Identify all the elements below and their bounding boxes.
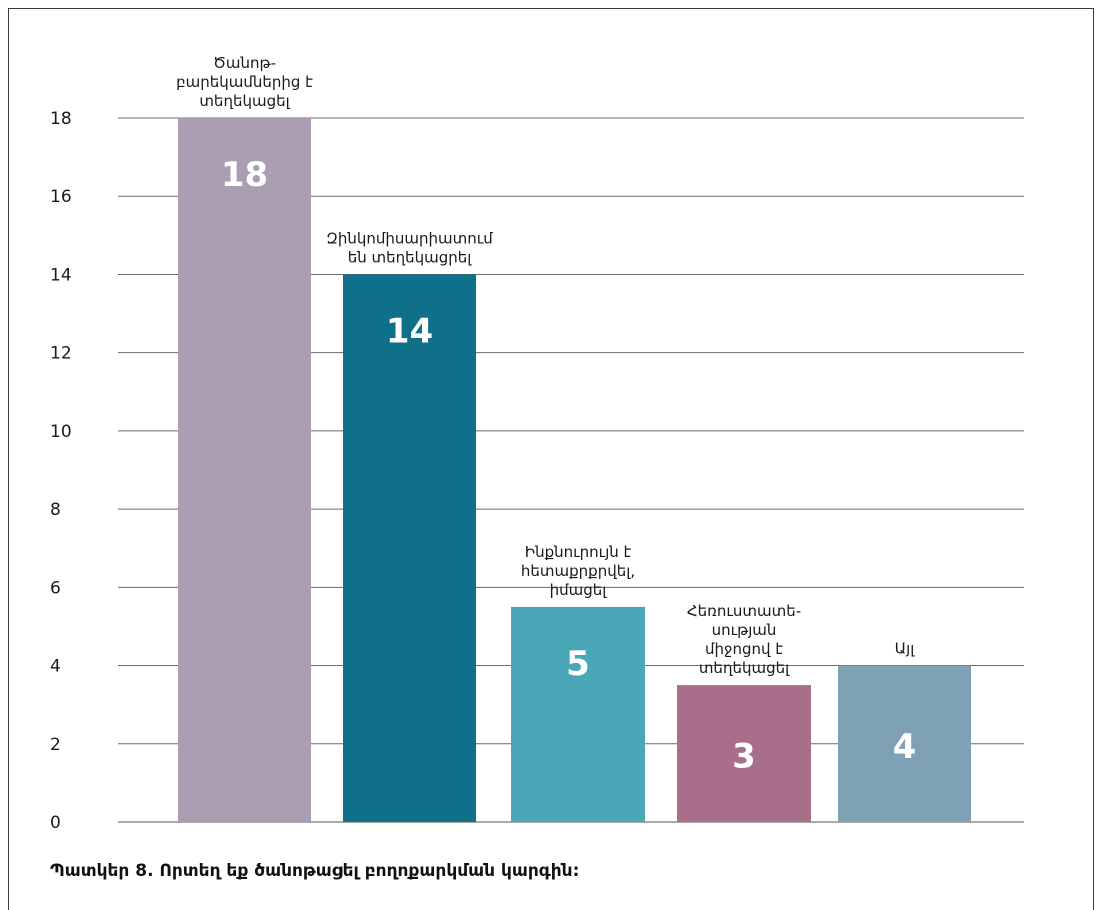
- bar: [343, 274, 476, 822]
- category-label: Այլ: [895, 640, 916, 658]
- category-label: Ինքնուրույն է հետաքրքրվել, իմացել: [521, 543, 635, 599]
- category-label: Ծանոթ-բարեկամներից է տեղեկացել: [176, 54, 313, 110]
- bar: [838, 665, 971, 822]
- bar: [677, 685, 811, 822]
- data-label: 18: [221, 155, 268, 195]
- bars: [178, 118, 971, 822]
- figure-caption: Պատկեր 8. Որտեղ եք ծանոթացել բողոքարկման…: [50, 861, 580, 881]
- y-tick-label: 4: [50, 657, 61, 677]
- data-label: 3: [732, 737, 756, 777]
- bar: [511, 606, 645, 822]
- category-label: Զինկոմիսարիատում են տեղեկացրել: [326, 229, 493, 266]
- y-tick-label: 10: [50, 422, 72, 442]
- data-label: 4: [893, 727, 917, 767]
- y-tick-label: 12: [50, 344, 72, 364]
- y-tick-label: 18: [50, 109, 72, 129]
- chart-frame: [8, 8, 1094, 910]
- y-tick-label: 0: [50, 813, 61, 833]
- y-tick-label: 6: [50, 578, 61, 598]
- value-labels: 18 14 5 3 4: [221, 155, 917, 777]
- y-tick-label: 14: [50, 265, 72, 285]
- y-tick-label: 8: [50, 500, 61, 520]
- data-label: 14: [386, 311, 433, 351]
- category-label: Հեռուստատե-սության միջոցով է տեղեկացել: [687, 602, 801, 677]
- y-tick-label: 2: [50, 735, 61, 755]
- y-axis-ticks: 0 2 4 6 8 10 12 14 16 18: [50, 109, 72, 833]
- data-label: 5: [566, 644, 590, 684]
- category-labels: Ծանոթ-բարեկամներից է տեղեկացել Զինկոմիսարի…: [176, 54, 915, 677]
- bar: [178, 118, 311, 822]
- y-tick-label: 16: [50, 187, 72, 207]
